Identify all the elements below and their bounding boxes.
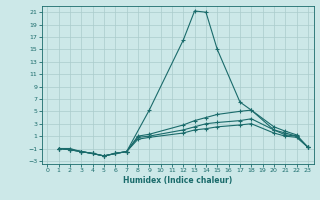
X-axis label: Humidex (Indice chaleur): Humidex (Indice chaleur) [123,176,232,185]
